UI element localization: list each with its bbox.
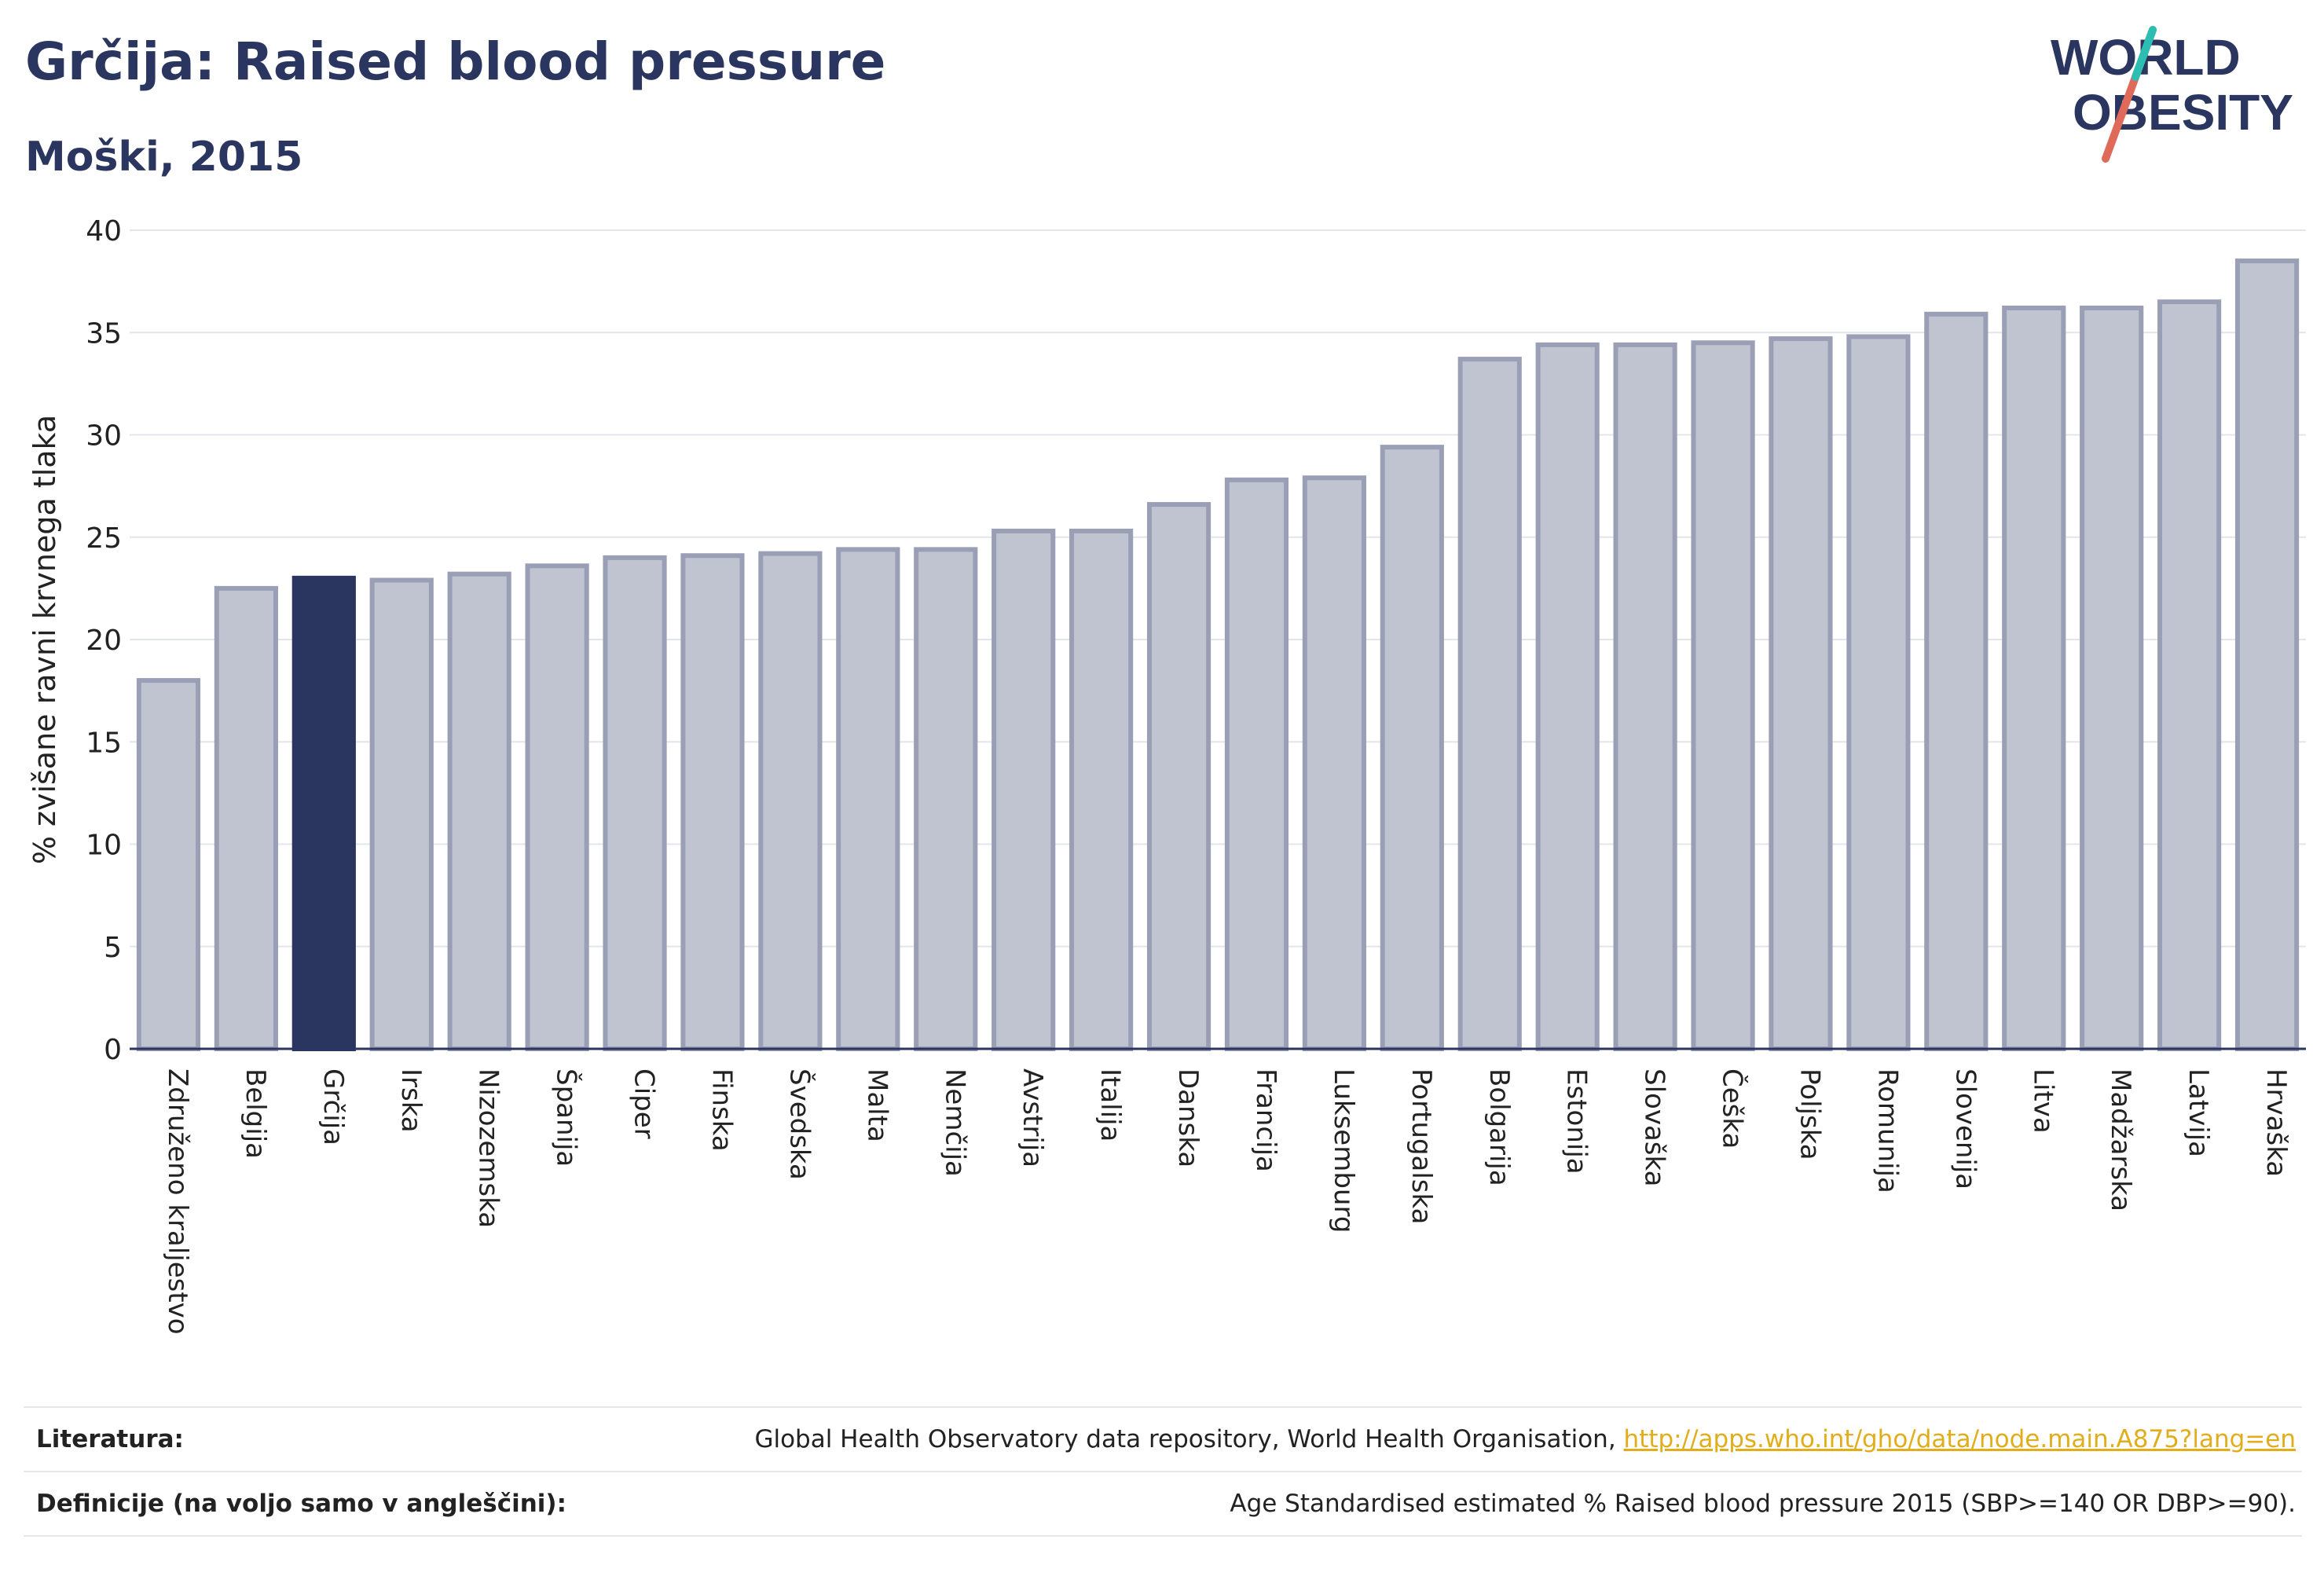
x-tick-label: Italija — [1094, 1068, 1126, 1142]
bar-grčija — [291, 575, 356, 1051]
x-tick-label: Združeno kraljestvo — [162, 1068, 193, 1335]
definition-text: Age Standardised estimated % Raised bloo… — [1230, 1490, 2296, 1518]
bar-hrvaška — [2234, 258, 2300, 1051]
x-axis-labels: Združeno kraljestvo Belgija Grčija Irska Niz… — [162, 1068, 2292, 1335]
literature-link[interactable]: http://apps.who.int/gho/data/node.main.A… — [1623, 1425, 2296, 1453]
y-tick-label: 0 — [104, 1034, 122, 1066]
literature-row: Literatura: Global Health Observatory da… — [24, 1406, 2302, 1471]
bar-estonija — [1535, 342, 1600, 1051]
x-tick-label: Nemčija — [939, 1068, 970, 1177]
bar-francija — [1224, 477, 1289, 1051]
x-tick-label: Ciper — [629, 1068, 660, 1139]
bar-bolgarija — [1457, 357, 1522, 1051]
bar-finska — [680, 553, 745, 1051]
x-tick-label: Portugalska — [1406, 1068, 1437, 1224]
y-tick-label: 25 — [86, 522, 122, 555]
bar-poljska — [1769, 336, 1833, 1051]
x-tick-label: Poljska — [1794, 1068, 1825, 1160]
y-tick-label: 15 — [86, 727, 122, 759]
bar-irska — [369, 577, 434, 1051]
bar-litva — [2002, 305, 2066, 1051]
x-tick-label: Irska — [395, 1068, 427, 1133]
x-tick-label: Francija — [1250, 1068, 1281, 1172]
footer-bottom-rule — [24, 1535, 2302, 1537]
x-tick-label: Belgija — [240, 1068, 271, 1159]
y-tick-label: 30 — [86, 420, 122, 453]
x-tick-label: Finska — [706, 1068, 737, 1152]
bar-portugalska — [1380, 445, 1444, 1051]
bar-italija — [1069, 528, 1134, 1051]
world-obesity-logo: WORLD OBESITY — [2051, 26, 2293, 163]
x-tick-label: Bolgarija — [1483, 1068, 1515, 1186]
x-tick-label: Češka — [1717, 1068, 1749, 1149]
x-tick-label: Madžarska — [2105, 1068, 2136, 1211]
bar-švedska — [758, 551, 823, 1051]
definition-row: Definicije (na voljo samo v angleščini):… — [24, 1471, 2302, 1535]
bar-avstrija — [992, 528, 1056, 1051]
bar-malta — [836, 547, 900, 1051]
bar-madžarska — [2080, 305, 2144, 1051]
definition-label: Definicije (na voljo samo v angleščini): — [36, 1490, 566, 1518]
bar-združeno-kraljestvo — [136, 678, 201, 1051]
bar-ciper — [603, 555, 667, 1051]
bar-nizozemska — [447, 571, 511, 1051]
x-tick-label: Hrvaška — [2260, 1068, 2292, 1177]
x-tick-label: Estonija — [1561, 1068, 1593, 1175]
x-tick-label: Luksemburg — [1328, 1068, 1359, 1233]
x-tick-label: Nizozemska — [473, 1068, 504, 1228]
literature-label: Literatura: — [36, 1425, 184, 1453]
bar-belgija — [214, 585, 278, 1051]
x-tick-label: Grčija — [317, 1068, 349, 1145]
bar-luksemburg — [1302, 475, 1366, 1051]
x-tick-label: Švedska — [783, 1068, 816, 1180]
bar-češka — [1691, 340, 1755, 1051]
x-tick-label: Danska — [1172, 1068, 1204, 1167]
y-tick-label: 40 — [86, 215, 122, 247]
bar-chart: 0 5 10 15 20 25 30 35 40 Združeno kraljestvo Belg… — [27, 215, 2306, 1335]
x-tick-label: Litva — [2027, 1068, 2058, 1134]
x-tick-label: Latvija — [2183, 1068, 2214, 1157]
x-tick-label: Avstrija — [1017, 1068, 1048, 1167]
bar-romunija — [1846, 334, 1911, 1051]
bar-danska — [1146, 502, 1211, 1051]
bar-nemčija — [914, 547, 978, 1051]
x-tick-label: Malta — [861, 1068, 893, 1142]
bar-slovaška — [1613, 342, 1677, 1051]
y-axis-ticks: 0 5 10 15 20 25 30 35 40 — [86, 215, 122, 1066]
bar-slovenija — [1924, 311, 1989, 1051]
logo-slash-teal — [2132, 26, 2157, 81]
page-title: Grčija: Raised blood pressure — [25, 31, 886, 92]
y-tick-label: 10 — [86, 830, 122, 862]
y-tick-label: 5 — [104, 932, 122, 964]
bar-latvija — [2157, 299, 2222, 1051]
y-axis-label: % zvišane ravni krvnega tlaka — [27, 415, 62, 864]
x-tick-label: Španija — [551, 1068, 583, 1167]
literature-value: Global Health Observatory data repositor… — [754, 1425, 2296, 1453]
logo-line2: OBESITY — [2073, 84, 2293, 141]
literature-text: Global Health Observatory data repositor… — [754, 1425, 1624, 1453]
page-subtitle: Moški, 2015 — [25, 134, 303, 181]
bar-španija — [525, 563, 589, 1051]
y-tick-label: 20 — [86, 625, 122, 657]
x-tick-label: Romunija — [1871, 1068, 1903, 1193]
x-tick-label: Slovaška — [1639, 1068, 1670, 1186]
x-tick-label: Slovenija — [1949, 1068, 1981, 1189]
y-tick-label: 35 — [86, 317, 122, 350]
bars — [136, 258, 2300, 1051]
